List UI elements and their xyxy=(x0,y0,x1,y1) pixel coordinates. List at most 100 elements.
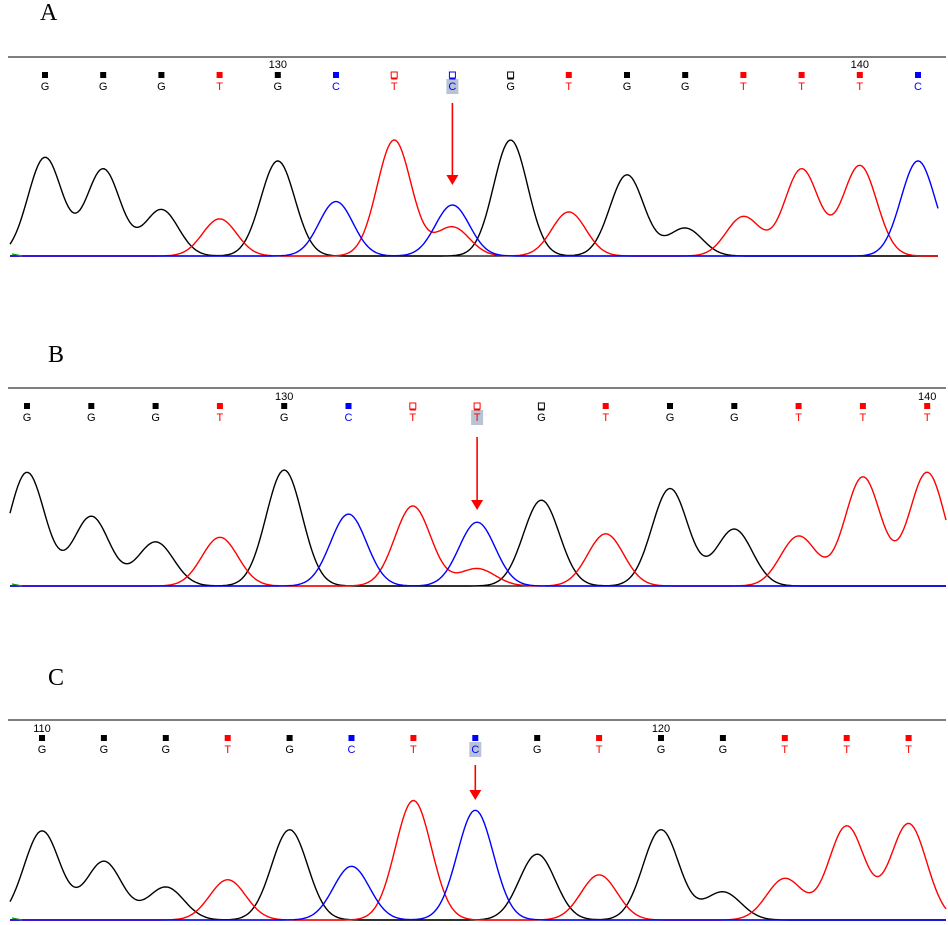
base-call-label: T xyxy=(860,412,867,424)
base-call-marker xyxy=(448,71,456,79)
base-call-marker xyxy=(88,403,95,409)
base-call-label: G xyxy=(87,412,96,424)
base-call-marker xyxy=(152,403,159,409)
base-call-label: T xyxy=(224,744,231,756)
highlighted-base-box xyxy=(446,79,459,94)
trace-t xyxy=(10,471,947,587)
base-call-label: C xyxy=(471,744,479,756)
base-call-marker xyxy=(348,735,355,741)
base-call-label: T xyxy=(391,81,398,93)
base-call-label: G xyxy=(99,81,108,93)
chromatogram-c: G G G T G C T C G T G G T T T 110 120 xyxy=(8,719,947,921)
highlighted-base-box xyxy=(471,410,484,425)
base-call-label: G xyxy=(38,744,47,756)
mutation-arrow-head xyxy=(469,790,482,800)
base-call-marker xyxy=(281,403,288,409)
trace-c xyxy=(10,513,946,587)
base-call-label: T xyxy=(565,81,572,93)
base-call-label: T xyxy=(924,412,931,424)
base-call-marker xyxy=(472,735,479,741)
base-call-label: C xyxy=(345,412,353,424)
base-call-label: T xyxy=(781,744,788,756)
base-call-label: C xyxy=(348,744,356,756)
base-call-marker xyxy=(345,403,352,409)
base-call-marker xyxy=(596,735,603,741)
base-call-label: C xyxy=(448,81,456,93)
base-call-marker xyxy=(856,72,863,78)
base-call-label: T xyxy=(410,744,417,756)
trace-t xyxy=(10,799,947,921)
trace-a-stub xyxy=(11,917,23,921)
base-call-marker xyxy=(537,402,545,410)
base-call-label: C xyxy=(914,81,922,93)
base-call-marker xyxy=(216,403,223,409)
base-call-marker xyxy=(719,735,726,741)
base-call-label: T xyxy=(602,412,609,424)
base-call-marker xyxy=(42,72,48,78)
base-call-marker xyxy=(731,403,738,409)
base-call-marker xyxy=(507,71,515,79)
position-label: 130 xyxy=(269,59,287,71)
base-call-label: G xyxy=(666,412,675,424)
base-call-label: T xyxy=(596,744,603,756)
base-call-label: C xyxy=(332,81,340,93)
base-call-marker xyxy=(473,402,481,410)
position-label: 110 xyxy=(33,723,51,735)
base-call-marker xyxy=(905,735,912,741)
base-call-marker xyxy=(162,735,169,741)
panel-label-a: A xyxy=(40,0,58,26)
base-call-marker xyxy=(274,72,281,78)
base-call-label: T xyxy=(795,412,802,424)
base-call-marker xyxy=(390,71,398,79)
base-call-marker xyxy=(333,72,339,78)
trace-t xyxy=(10,139,938,257)
chromatogram-panel-c: C G G G T G C T C G T G G T T T 110 120 xyxy=(0,655,948,925)
panel-label-c: C xyxy=(48,665,65,691)
position-label: 120 xyxy=(652,723,670,735)
panel-label-b: B xyxy=(48,342,65,368)
base-call-marker xyxy=(100,72,107,78)
chromatogram-a: G G G T G C T C G T G G T T T C 130 140 xyxy=(8,56,946,257)
base-call-label: G xyxy=(157,81,166,93)
base-call-label: G xyxy=(719,744,728,756)
base-call-marker xyxy=(682,72,689,78)
base-call-marker xyxy=(100,735,107,741)
base-call-marker xyxy=(534,735,541,741)
trace-c xyxy=(10,809,946,921)
trace-g xyxy=(9,139,938,257)
base-call-marker xyxy=(795,403,802,409)
highlighted-base-box xyxy=(469,742,482,757)
base-call-label: G xyxy=(657,744,666,756)
base-call-label: G xyxy=(681,81,690,93)
base-call-label: G xyxy=(506,81,515,93)
base-call-marker xyxy=(602,403,609,409)
base-call-label: T xyxy=(798,81,805,93)
base-call-label: G xyxy=(162,744,171,756)
base-call-label: G xyxy=(41,81,50,93)
base-call-label: T xyxy=(409,412,416,424)
chromatogram-panel-b: B G G G T G C T T G T G G T T T 130 140 xyxy=(0,330,948,630)
base-call-marker xyxy=(224,735,231,741)
base-call-label: T xyxy=(474,412,481,424)
chromatogram-b: G G G T G C T T G T G G T T T 130 140 xyxy=(8,387,947,587)
mutation-arrow-head xyxy=(446,175,459,185)
base-call-marker xyxy=(798,72,805,78)
base-call-marker xyxy=(24,403,30,409)
base-call-label: G xyxy=(623,81,632,93)
trace-g xyxy=(9,828,946,921)
base-call-marker xyxy=(924,403,931,409)
base-call-label: G xyxy=(151,412,160,424)
base-call-marker xyxy=(158,72,165,78)
base-call-marker xyxy=(915,72,921,78)
position-label: 130 xyxy=(275,391,293,403)
position-label: 140 xyxy=(851,59,869,71)
base-call-label: T xyxy=(740,81,747,93)
base-call-label: G xyxy=(730,412,739,424)
trace-a-stub xyxy=(11,253,23,257)
base-call-marker xyxy=(409,402,417,410)
base-call-label: G xyxy=(280,412,289,424)
base-call-label: T xyxy=(216,81,223,93)
base-call-marker xyxy=(740,72,747,78)
base-call-marker xyxy=(843,735,850,741)
base-call-label: T xyxy=(843,744,850,756)
